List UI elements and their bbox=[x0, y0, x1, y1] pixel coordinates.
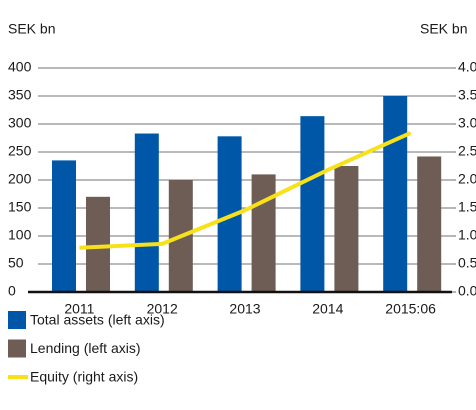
y-tick-label: 300 bbox=[8, 115, 32, 131]
legend-label: Total assets (left axis) bbox=[30, 312, 165, 328]
bar bbox=[86, 196, 110, 292]
y2-tick-label: 1.0 bbox=[458, 227, 476, 243]
x-tick-label: 2015:06 bbox=[385, 301, 436, 317]
bar bbox=[52, 160, 76, 292]
bar bbox=[300, 116, 325, 292]
y2-tick-label: 0.0 bbox=[458, 283, 476, 299]
legend-label: Equity (right axis) bbox=[30, 369, 138, 385]
bar bbox=[417, 156, 442, 292]
y-tick-label: 50 bbox=[8, 255, 24, 271]
y2-axis-label: SEK bn bbox=[420, 21, 467, 37]
y2-tick-label: 2.5 bbox=[458, 143, 476, 159]
x-tick-label: 2012 bbox=[147, 301, 178, 317]
legend-swatch bbox=[8, 339, 26, 358]
y-axis-label: SEK bn bbox=[8, 21, 55, 37]
y-tick-label: 200 bbox=[8, 171, 32, 187]
y-tick-label: 100 bbox=[8, 227, 32, 243]
y2-tick-label: 3.0 bbox=[458, 115, 476, 131]
line bbox=[79, 131, 412, 250]
x-tick-label: 2013 bbox=[229, 301, 260, 317]
y-tick-label: 350 bbox=[8, 87, 32, 103]
y-tick-label: 150 bbox=[8, 199, 32, 215]
legend-swatch bbox=[8, 311, 26, 329]
bar bbox=[134, 133, 159, 292]
y2-tick-label: 1.5 bbox=[458, 199, 476, 215]
x-tick-label: 2011 bbox=[64, 301, 94, 317]
bar bbox=[383, 96, 408, 292]
y2-tick-label: 2.0 bbox=[458, 171, 476, 187]
bar bbox=[251, 174, 276, 292]
y-tick-label: 0 bbox=[8, 283, 16, 299]
y2-tick-label: 0.5 bbox=[458, 255, 476, 271]
x-tick-label: 2014 bbox=[312, 301, 343, 317]
y2-tick-label: 4.0 bbox=[458, 59, 476, 75]
y-tick-label: 250 bbox=[8, 143, 32, 159]
y-tick-label: 400 bbox=[8, 59, 32, 75]
legend-label: Lending (left axis) bbox=[30, 340, 141, 356]
y2-tick-label: 3.5 bbox=[458, 87, 476, 103]
bar bbox=[334, 166, 359, 292]
